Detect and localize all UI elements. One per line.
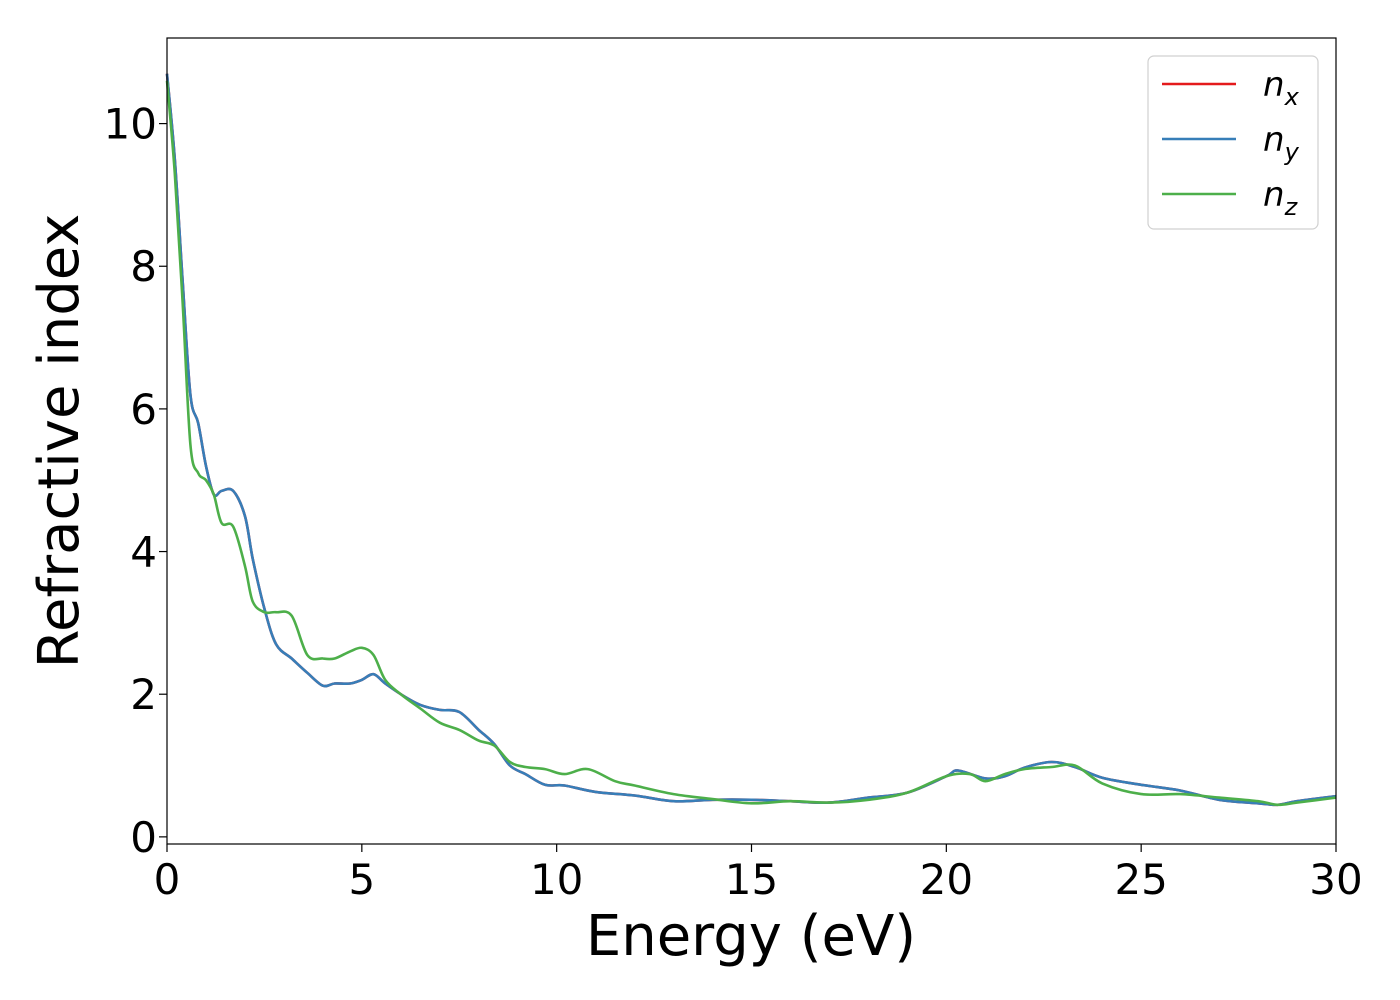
y-tick-label: 2 (130, 670, 157, 719)
legend-label-n_x: nx (1263, 65, 1300, 111)
series-line-n_z (165, 80, 1337, 807)
y-tick-label: 10 (104, 100, 157, 149)
legend-label-n_y: ny (1263, 120, 1300, 166)
series-layer (165, 73, 1337, 807)
x-tick-label: 5 (348, 855, 375, 904)
y-axis-title: Refractive index (27, 214, 92, 669)
legend-box (1147, 55, 1319, 230)
x-tick-label: 25 (1114, 855, 1167, 904)
x-tick-label: 20 (920, 855, 973, 904)
y-tick-label: 6 (130, 385, 157, 434)
y-tick-label: 4 (130, 528, 157, 577)
x-tick-label: 30 (1309, 855, 1362, 904)
x-tick-label: 15 (725, 855, 778, 904)
legend-label-n_z: nz (1263, 175, 1299, 221)
x-tick-label: 10 (530, 855, 583, 904)
x-tick-label: 0 (154, 855, 181, 904)
x-axis-title: Energy (eV) (586, 904, 916, 969)
y-tick-label: 0 (130, 813, 157, 862)
y-tick-label: 8 (130, 242, 157, 291)
legend: nx ny nz (1147, 55, 1319, 230)
y-axis-ticks: 0 2 4 6 8 10 (104, 100, 167, 862)
x-axis-ticks: 0 5 10 15 20 25 30 (154, 844, 1363, 904)
